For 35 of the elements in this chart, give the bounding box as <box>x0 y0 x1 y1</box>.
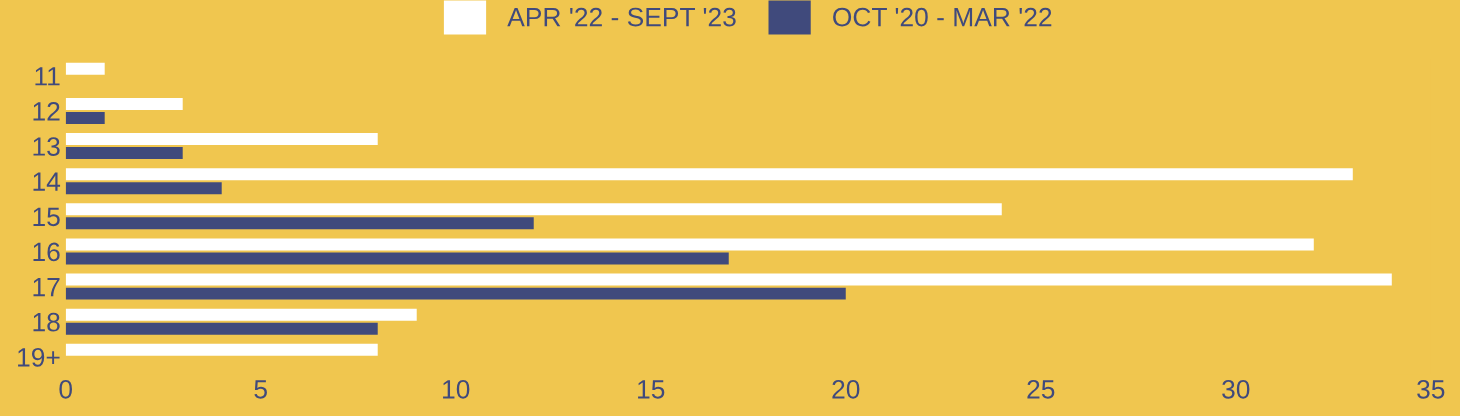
x-tick-label: 25 <box>1027 379 1055 399</box>
bar <box>65 147 183 160</box>
bar <box>65 273 1392 286</box>
bar <box>65 133 378 146</box>
x-tick-label: 20 <box>832 379 860 399</box>
bar <box>65 322 378 335</box>
y-tick-label: 11 <box>35 67 60 86</box>
legend-label: OCT '20 - MAR '22 <box>833 7 1052 27</box>
x-tick-label: 30 <box>1222 379 1250 399</box>
y-tick-label: 15 <box>33 207 60 227</box>
bar <box>65 238 1314 251</box>
legend-label: APR '22 - SEPT '23 <box>507 7 736 27</box>
x-tick-label: 35 <box>1417 379 1445 399</box>
bar <box>65 111 105 124</box>
y-tick-label: 19+ <box>18 347 60 367</box>
y-tick-label: 18 <box>33 312 60 332</box>
x-tick-label: 15 <box>638 380 665 399</box>
y-tick-label: 16 <box>33 242 60 262</box>
bar <box>65 287 846 300</box>
x-tick-label: 10 <box>443 379 470 399</box>
bar <box>65 168 1353 181</box>
y-tick-label: 13 <box>33 137 60 156</box>
x-tick-label: 0 <box>59 379 73 399</box>
bar <box>65 308 417 321</box>
bar <box>65 217 534 230</box>
bar <box>65 343 378 356</box>
y-tick-label: 14 <box>33 172 61 191</box>
x-tick-label: 5 <box>254 380 267 399</box>
bar <box>65 203 1002 216</box>
bar <box>65 97 183 110</box>
bar <box>65 62 105 75</box>
y-tick-label: 12 <box>33 102 60 121</box>
bar <box>65 252 729 265</box>
y-tick-label: 17 <box>33 277 60 297</box>
bar <box>65 182 222 195</box>
